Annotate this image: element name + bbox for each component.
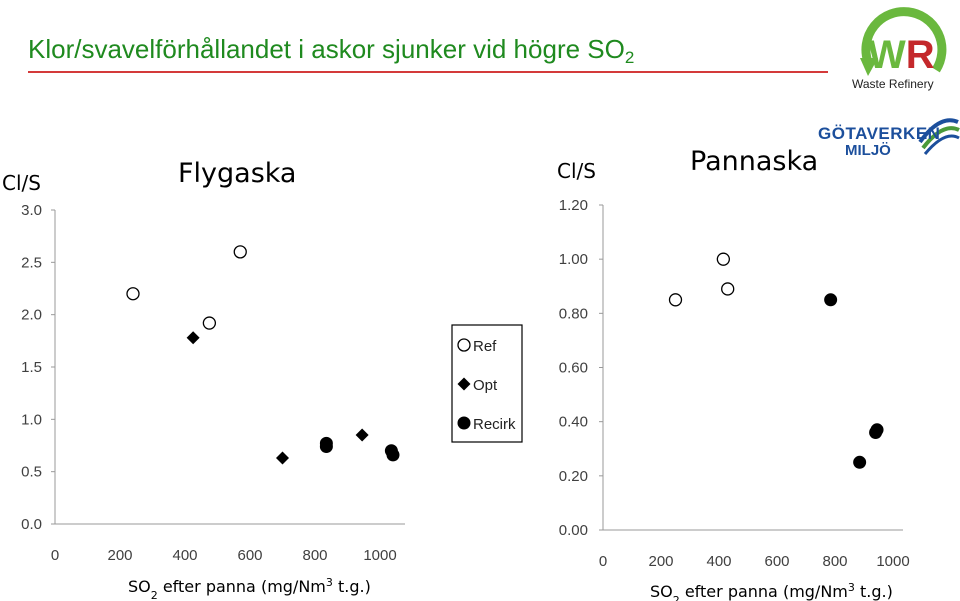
x-tick-label: 600 [237, 547, 262, 564]
legend-marker-ref [457, 338, 471, 352]
data-point-ref [233, 245, 247, 259]
title-main: Klor/svavelförhållandet i askor sjunker … [28, 34, 625, 64]
y-tick-label: 0.80 [559, 305, 588, 322]
legend-marker-recirk [457, 416, 471, 430]
pannaska-x-axis-label: SO2 efter panna (mg/Nm3 t.g.) [650, 581, 893, 601]
x-tick-label: 600 [764, 553, 789, 570]
title-underline [28, 71, 828, 73]
data-point-recirk [319, 440, 333, 454]
legend-label-opt: Opt [473, 377, 498, 394]
data-point-ref [721, 282, 735, 296]
x-tick-label: 200 [107, 547, 132, 564]
logo-letter-w: W [868, 33, 906, 77]
flygaska-chart: Cl/S Flygaska 0.0 0.5 1.0 1.5 2.0 2.5 3.0 0 200 4… [2, 158, 405, 601]
pannaska-title: Pannaska [690, 146, 818, 177]
legend-label-recirk: Recirk [473, 416, 516, 433]
y-tick-label: 0.5 [21, 464, 42, 481]
y-tick-label: 0.40 [559, 414, 588, 431]
data-point-ref [716, 252, 730, 266]
y-tick-label: 0.0 [21, 516, 42, 533]
y-tick-label: 0.20 [559, 468, 588, 485]
flygaska-title: Flygaska [178, 158, 296, 189]
data-point-opt [186, 331, 200, 345]
data-point-recirk [870, 423, 884, 437]
y-tick-label: 1.00 [559, 251, 588, 268]
x-tick-label: 1000 [876, 553, 909, 570]
logo-letter-r: R [906, 33, 935, 77]
y-tick-label: 2.5 [21, 254, 42, 271]
data-point-recirk [853, 455, 867, 469]
data-point-recirk [824, 293, 838, 307]
x-tick-label: 0 [51, 547, 59, 564]
y-tick-label: 3.0 [21, 202, 42, 219]
title-subscript: 2 [624, 48, 635, 67]
x-tick-label: 200 [648, 553, 673, 570]
flygaska-x-axis-label: SO2 efter panna (mg/Nm3 t.g.) [128, 576, 371, 601]
y-tick-label: 1.0 [21, 411, 42, 428]
y-tick-label: 1.20 [559, 197, 588, 214]
waste-refinery-logo: WR [860, 7, 947, 77]
legend-marker-opt [457, 377, 471, 391]
gotaverken-logo [918, 118, 960, 155]
legend: Ref Opt Recirk [451, 324, 523, 443]
page-title: Klor/svavelförhållandet i askor sjunker … [28, 34, 634, 68]
data-point-recirk [386, 448, 400, 462]
y-tick-label: 0.60 [559, 360, 588, 377]
data-point-ref [668, 293, 683, 307]
miljo-text: MILJÖ [845, 142, 891, 159]
recycle-arc-icon [861, 7, 947, 73]
y-tick-label: 1.5 [21, 359, 42, 376]
x-tick-label: 400 [706, 553, 731, 570]
y-tick-label: 2.0 [21, 307, 42, 324]
gotaverken-text: GÖTAVERKEN [818, 124, 941, 143]
flygaska-y-axis-label: Cl/S [2, 171, 41, 195]
x-tick-label: 800 [302, 547, 327, 564]
pannaska-y-axis-label: Cl/S [557, 159, 596, 183]
data-point-ref [202, 316, 217, 330]
x-tick-label: 0 [599, 553, 607, 570]
data-point-opt [276, 451, 289, 465]
y-tick-label: 0.00 [559, 522, 588, 539]
data-point-opt [355, 428, 369, 442]
svg-text:WR: WR [868, 33, 935, 77]
x-tick-label: 400 [172, 547, 197, 564]
x-tick-label: 800 [822, 553, 847, 570]
x-tick-label: 1000 [363, 547, 396, 564]
legend-label-ref: Ref [473, 338, 497, 355]
data-point-ref [126, 287, 140, 301]
waste-refinery-text: Waste Refinery [852, 77, 934, 91]
recycle-arrow-icon [860, 58, 878, 76]
pannaska-chart: Cl/S Pannaska 0.00 0.20 0.40 0.60 0.80 1.00 1.… [557, 146, 910, 601]
